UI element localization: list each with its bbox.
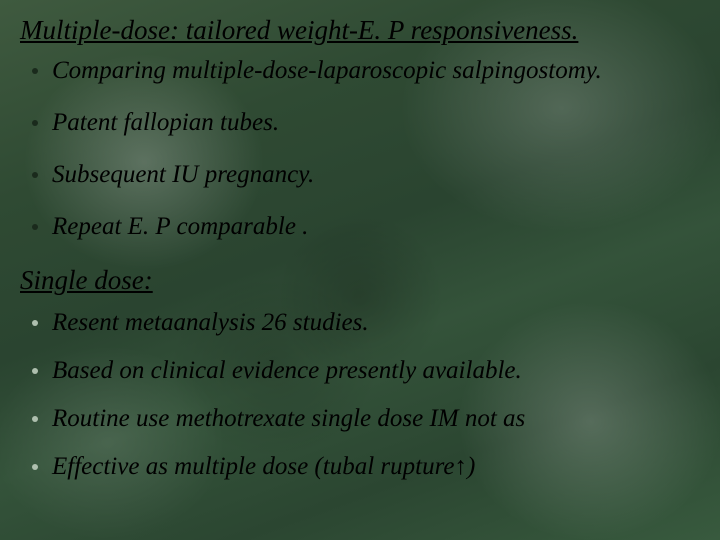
list-item-text: Resent metaanalysis 26 studies. (52, 309, 369, 336)
list-item-text: Patent fallopian tubes. (52, 109, 279, 136)
list-item-text: Repeat E. P comparable . (52, 213, 308, 240)
heading-multiple-dose: Multiple-dose: tailored weight-E. P resp… (20, 14, 700, 48)
list-item: Subsequent IU pregnancy. (28, 160, 700, 190)
list-item: Repeat E. P comparable . (28, 212, 700, 242)
list-item-text: Based on clinical evidence presently ava… (52, 357, 522, 384)
list-item: Effective as multiple dose (tubal ruptur… (28, 452, 700, 482)
list-multiple-dose: Comparing multiple-dose-laparoscopic sal… (20, 56, 700, 242)
list-item-text: Comparing multiple-dose-laparoscopic sal… (52, 57, 602, 84)
list-item-text: Routine use methotrexate single dose IM … (52, 405, 525, 432)
list-item-text: Subsequent IU pregnancy. (52, 161, 314, 188)
list-item: Patent fallopian tubes. (28, 108, 700, 138)
list-single-dose: Resent metaanalysis 26 studies. Based on… (20, 308, 700, 482)
slide: Multiple-dose: tailored weight-E. P resp… (0, 0, 720, 540)
list-item: Resent metaanalysis 26 studies. (28, 308, 700, 338)
list-item: Comparing multiple-dose-laparoscopic sal… (28, 56, 700, 86)
list-item-text: Effective as multiple dose (tubal ruptur… (52, 453, 475, 480)
heading-single-dose: Single dose: (20, 264, 700, 298)
list-item: Based on clinical evidence presently ava… (28, 356, 700, 386)
list-item: Routine use methotrexate single dose IM … (28, 404, 700, 434)
